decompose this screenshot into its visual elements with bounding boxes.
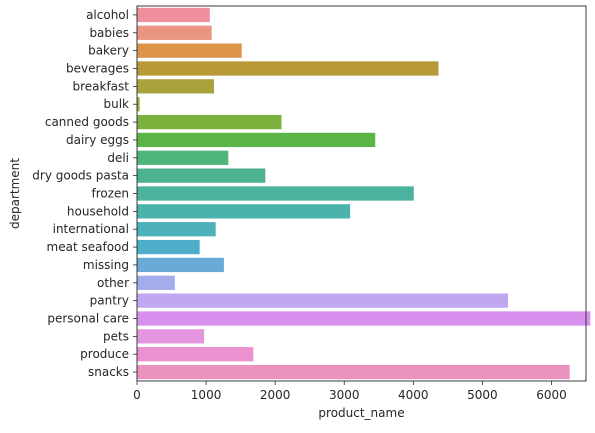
bar-personal-care [137, 311, 591, 326]
y-tick-label: international [53, 222, 129, 236]
y-axis-ticks: alcohol babies bakery beverages breakfast bul… [32, 8, 137, 379]
y-tick-label: breakfast [72, 79, 129, 93]
x-tick-label: 5000 [467, 388, 498, 402]
y-tick-label: produce [80, 347, 129, 361]
bar-snacks [137, 364, 570, 380]
y-tick-label: household [67, 204, 129, 218]
y-tick-label: pets [103, 329, 129, 343]
x-axis-label: product_name [318, 406, 404, 420]
x-axis-ticks: 0 1000 2000 3000 4000 5000 6000 [133, 381, 567, 402]
bar-pantry [137, 293, 509, 308]
bar-bakery [137, 43, 242, 58]
y-tick-label: beverages [66, 62, 129, 76]
x-tick-label: 6000 [536, 388, 567, 402]
bar-alcohol [137, 7, 210, 23]
x-tick-label: 1000 [191, 388, 222, 402]
bar-babies [137, 25, 212, 40]
y-tick-label: dairy eggs [66, 133, 129, 147]
x-tick-label: 3000 [329, 388, 360, 402]
x-tick-label: 2000 [260, 388, 291, 402]
y-tick-label: alcohol [86, 8, 129, 22]
y-tick-label: missing [83, 258, 129, 272]
y-axis-label: department [8, 158, 22, 229]
bar-meat-seafood [137, 239, 200, 255]
y-tick-label: other [97, 276, 129, 290]
bar-other [137, 275, 175, 290]
bar-bulk [137, 97, 140, 112]
bar-dairy-eggs [137, 132, 376, 148]
y-tick-label: canned goods [45, 115, 129, 129]
plot-frame [136, 5, 587, 382]
bar-produce [137, 347, 254, 362]
bar-international [137, 222, 216, 237]
y-tick-label: meat seafood [47, 240, 129, 254]
x-tick-label: 0 [133, 388, 141, 402]
bar-household [137, 204, 351, 219]
y-tick-label: deli [107, 151, 129, 165]
bar-deli [137, 150, 229, 165]
bar-dry-goods-pasta [137, 168, 266, 183]
y-tick-label: frozen [91, 187, 129, 201]
bar-beverages [137, 61, 439, 76]
x-tick-label: 4000 [398, 388, 429, 402]
bar-missing [137, 257, 224, 273]
y-tick-label: bakery [88, 44, 129, 58]
bar-pets [137, 329, 205, 344]
y-tick-label: dry goods pasta [32, 169, 129, 183]
bar-breakfast [137, 79, 215, 94]
y-tick-label: pantry [90, 294, 129, 308]
y-tick-label: bulk [103, 97, 129, 111]
y-tick-label: personal care [47, 312, 129, 326]
bar-canned-goods [137, 114, 282, 130]
bar-frozen [137, 186, 414, 201]
bars-group [137, 7, 591, 380]
y-tick-label: babies [89, 26, 129, 40]
y-tick-label: snacks [88, 365, 129, 379]
